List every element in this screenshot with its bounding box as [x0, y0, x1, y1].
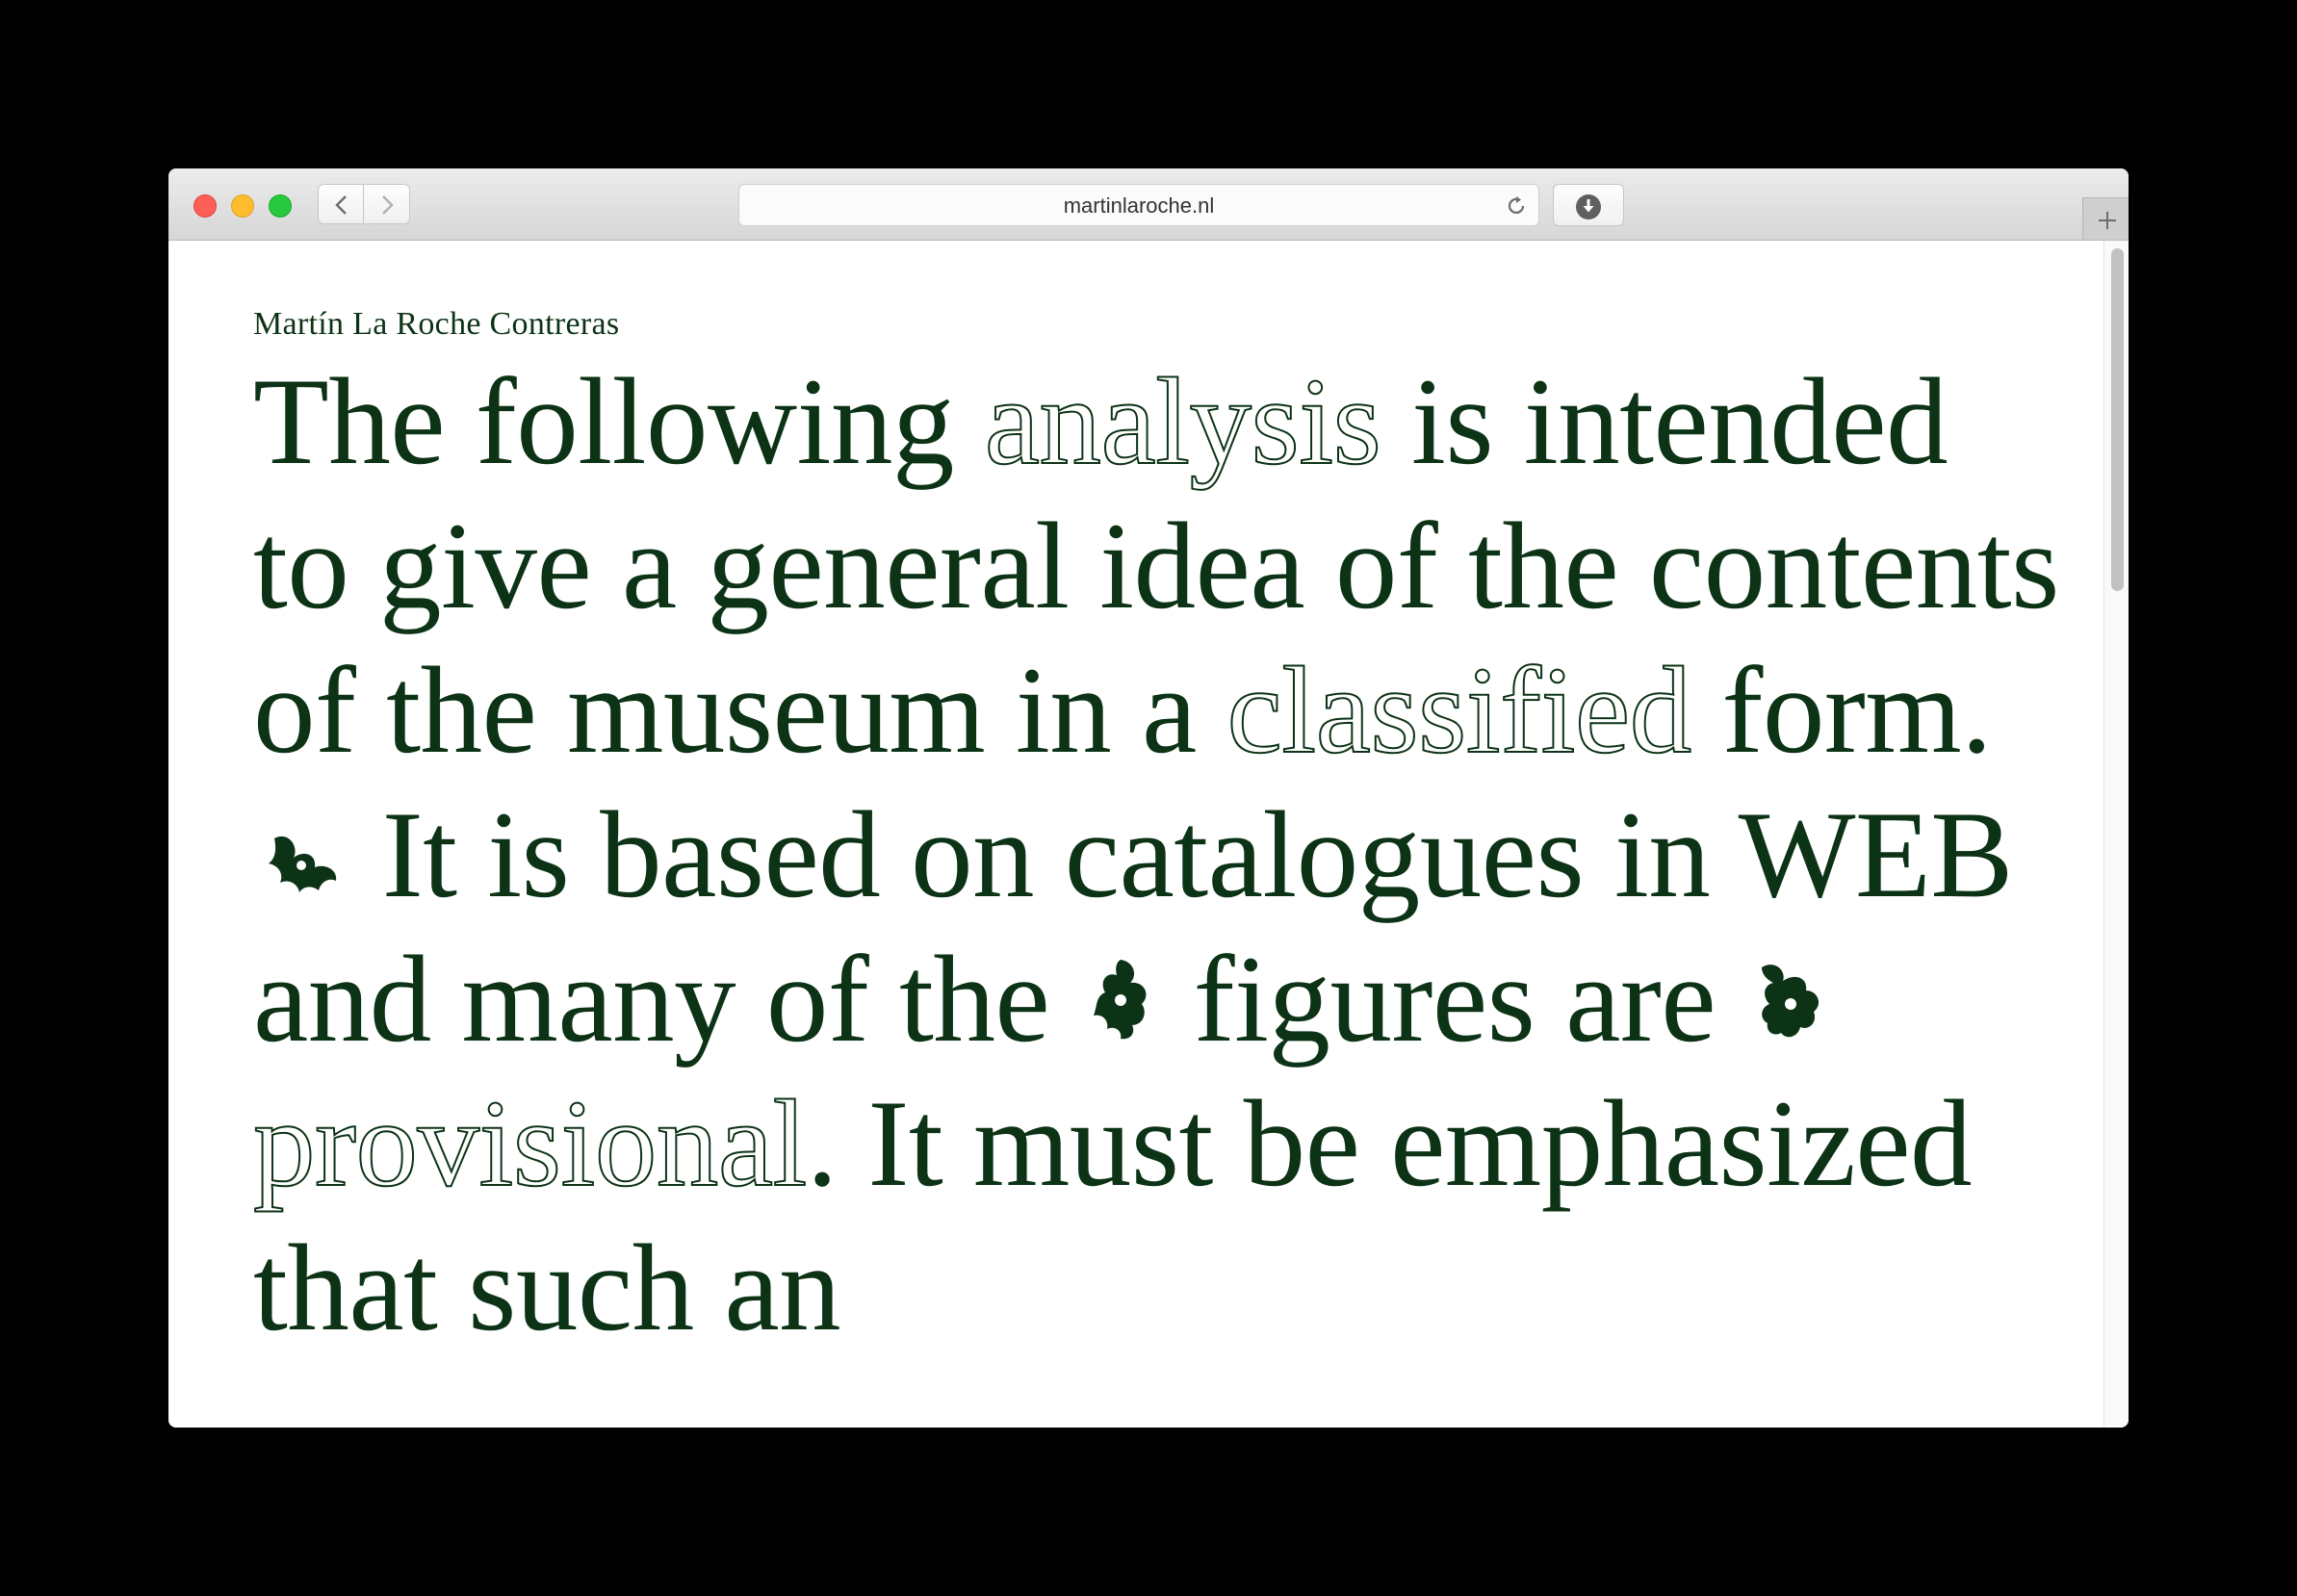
page-content: Martín La Roche Contreras The following …	[168, 241, 2103, 1428]
forward-button[interactable]	[364, 184, 410, 224]
text-segment: form.	[1690, 641, 1992, 779]
leaf-ornament-icon	[1761, 965, 1819, 1038]
address-bar[interactable]: martinlaroche.nl	[738, 184, 1539, 226]
chevron-right-icon	[382, 195, 394, 215]
text-segment: It is based on catalogues in WEB and man…	[253, 785, 2013, 1068]
minimize-window-button[interactable]	[231, 194, 254, 218]
address-url: martinlaroche.nl	[1063, 193, 1215, 218]
vertical-scrollbar[interactable]	[2103, 241, 2129, 1428]
leaf-ornament-icon	[269, 836, 337, 892]
text-segment: The following	[253, 352, 985, 490]
downloads-button[interactable]	[1553, 184, 1624, 226]
plus-icon	[2099, 212, 2116, 229]
reload-icon[interactable]	[1504, 193, 1529, 219]
text-segment: is intended to give a general idea of th…	[253, 352, 2059, 779]
outlined-word: analysis	[984, 351, 1382, 491]
close-window-button[interactable]	[194, 194, 217, 218]
maximize-window-button[interactable]	[269, 194, 292, 218]
text-segment: . It must be emphasized that such an	[253, 1074, 1973, 1356]
back-button[interactable]	[318, 184, 364, 224]
browser-toolbar: martinlaroche.nl	[168, 168, 2129, 241]
text-segment: figures are	[1162, 930, 1746, 1068]
intro-paragraph: The following analysis is intended to gi…	[252, 349, 2063, 1360]
outlined-word: classified	[1226, 640, 1693, 780]
new-tab-button[interactable]	[2082, 197, 2129, 240]
scrollbar-thumb[interactable]	[2111, 248, 2124, 591]
chevron-left-icon	[335, 195, 347, 215]
browser-window: martinlaroche.nl Martín La Roche Contrer…	[168, 168, 2129, 1428]
outlined-word: provisional	[252, 1073, 808, 1213]
author-name: Martín La Roche Contreras	[253, 306, 620, 342]
leaf-ornament-icon	[1093, 960, 1147, 1040]
download-icon	[1576, 194, 1601, 219]
